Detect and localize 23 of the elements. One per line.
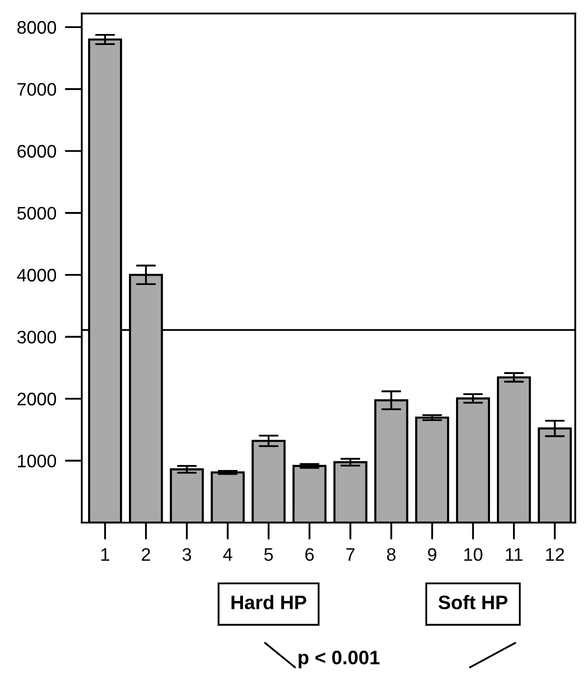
x-tick-label: 8 bbox=[387, 548, 396, 561]
y-tick-label: 6000 bbox=[18, 144, 56, 158]
x-tick-label: 3 bbox=[182, 548, 192, 561]
x-tick-label: 9 bbox=[428, 548, 436, 561]
y-tick-label: 3000 bbox=[17, 330, 56, 344]
y-tick-label: 1000 bbox=[18, 454, 56, 468]
y-tick-label: 5000 bbox=[17, 206, 56, 220]
text: p < 0.001 bbox=[298, 650, 380, 668]
x-tick-label: 5 bbox=[264, 548, 273, 561]
x-tick-label: 10 bbox=[464, 548, 482, 561]
y-tick-label: 8000 bbox=[17, 21, 56, 34]
y-tick-label: 2000 bbox=[18, 392, 56, 406]
x-tick-label: 7 bbox=[346, 548, 354, 561]
x-tick-label: 11 bbox=[506, 548, 522, 561]
x-tick-label: 12 bbox=[546, 548, 564, 561]
x-tick-label: 4 bbox=[223, 548, 232, 561]
x-tick-label: 1 bbox=[101, 548, 110, 561]
x-tick-label: 2 bbox=[142, 548, 150, 561]
x-tick-label: 6 bbox=[305, 548, 314, 561]
y-tick-label: 4000 bbox=[17, 268, 56, 282]
text: Soft HP bbox=[438, 595, 508, 610]
y-tick-label: 7000 bbox=[18, 82, 56, 96]
text: Hard HP bbox=[232, 595, 306, 610]
